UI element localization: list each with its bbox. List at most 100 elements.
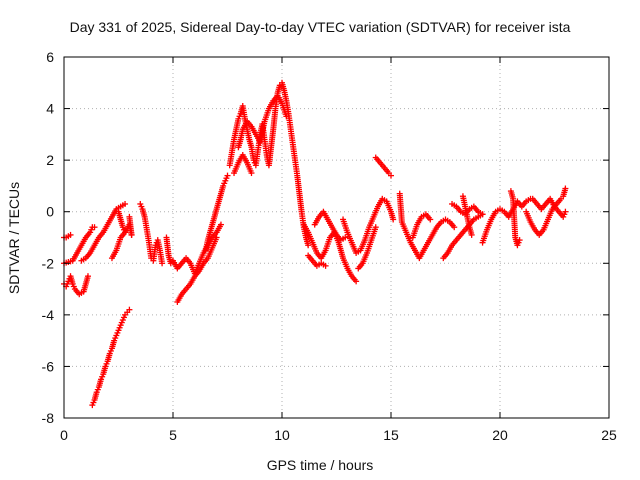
data-point	[322, 262, 329, 269]
data-point-trail	[210, 236, 219, 249]
data-point-trail	[197, 262, 206, 273]
data-point-trail	[101, 223, 110, 234]
x-tick-label: 15	[383, 427, 399, 443]
data-point	[353, 278, 360, 285]
data-point	[516, 237, 523, 244]
data-point-trail	[88, 244, 97, 255]
data-point	[468, 231, 475, 238]
x-axis-label: GPS time / hours	[266, 457, 374, 473]
data-point-trail	[345, 231, 354, 244]
data-point	[67, 231, 74, 238]
y-tick-label: 4	[46, 101, 54, 117]
data-point-trail	[369, 226, 379, 241]
data-point-trail	[261, 138, 270, 156]
data-point	[217, 221, 224, 228]
data-point-trail	[362, 226, 372, 241]
data-point	[126, 306, 133, 313]
data-point	[248, 170, 255, 177]
data-point-trail	[163, 236, 172, 257]
y-tick-label: 6	[46, 49, 54, 65]
data-point-trail	[330, 226, 339, 236]
data-point-trail	[281, 89, 289, 102]
data-point-trail	[144, 228, 152, 244]
x-tick-label: 20	[492, 427, 508, 443]
data-point-trail	[340, 257, 350, 270]
axis-ticks: 0 5 10 15 20 25 -8 -6 -4 -2 0 2 4 6	[42, 49, 617, 443]
data-point	[342, 234, 349, 241]
data-point-trail	[70, 251, 79, 262]
data-point-trail	[268, 128, 277, 149]
data-point	[283, 113, 290, 120]
data-point-trail	[262, 107, 272, 123]
data-point-trail	[545, 208, 555, 221]
data-point-trail	[541, 218, 551, 231]
data-point	[122, 229, 129, 236]
data-point-trail	[244, 161, 254, 174]
data-point	[224, 172, 231, 179]
data-point-trail	[266, 146, 274, 167]
y-tick-label: 0	[46, 204, 54, 220]
data-point-trail	[296, 192, 305, 213]
data-point-trail	[150, 244, 159, 262]
data-point-trail	[410, 223, 420, 239]
data-point-trail	[325, 218, 335, 229]
data-point	[479, 211, 486, 218]
data-point-trail	[229, 138, 237, 154]
y-tick-label: -6	[42, 358, 55, 374]
x-tick-label: 0	[60, 427, 68, 443]
data-point-trail	[294, 174, 303, 195]
data-point	[128, 231, 135, 238]
data-point-trail	[292, 159, 300, 177]
data-point	[562, 208, 569, 215]
data-point-trail	[257, 120, 268, 144]
data-point-trail	[364, 239, 374, 254]
data-point-trail	[336, 241, 346, 260]
data-point	[451, 224, 458, 231]
data-point-trail	[323, 236, 333, 252]
y-tick-label: 2	[46, 152, 54, 168]
data-point	[427, 216, 434, 223]
data-point-trail	[235, 138, 244, 149]
data-point	[122, 200, 129, 207]
plot-frame	[63, 56, 610, 419]
data-point-trail	[399, 221, 409, 234]
data-point-trail	[301, 223, 311, 234]
data-point	[388, 172, 394, 179]
data-point	[213, 234, 220, 241]
y-tick-label: -2	[42, 255, 55, 271]
data-point-trail	[288, 128, 296, 146]
data-point-trail	[460, 195, 468, 208]
data-point-trail	[157, 249, 165, 265]
data-point-trail	[367, 215, 376, 229]
data-point-trail	[421, 241, 430, 252]
data-point-trail	[233, 117, 241, 131]
data-point-trail	[105, 215, 114, 226]
data-point-trail	[92, 236, 101, 247]
data-point-trail	[197, 252, 206, 265]
data-point-trail	[510, 197, 519, 239]
data-point-trail	[142, 216, 150, 231]
data-point	[159, 260, 166, 267]
data-point-trail	[358, 239, 367, 252]
data-point	[372, 224, 379, 231]
data-point-trail	[227, 151, 235, 167]
x-tick-label: 25	[601, 427, 617, 443]
data-point	[305, 242, 312, 249]
data-point-trail	[555, 197, 563, 206]
data-point	[390, 216, 397, 223]
data-point-trail	[231, 128, 239, 141]
data-point-trail	[396, 192, 405, 224]
x-tick-label: 5	[169, 427, 177, 443]
x-tick-label: 10	[274, 427, 290, 443]
data-point-trail	[306, 231, 315, 244]
data-point-trail	[290, 143, 298, 161]
chart-title: Day 331 of 2025, Sidereal Day-to-day VTE…	[69, 19, 571, 35]
data-point-trail	[408, 241, 417, 252]
y-tick-label: -4	[42, 307, 55, 323]
data-point-trail	[319, 249, 328, 260]
data-point	[562, 185, 569, 192]
data-point-trail	[188, 275, 197, 285]
data-point-trail	[334, 233, 343, 242]
data-point-trail	[480, 228, 490, 244]
